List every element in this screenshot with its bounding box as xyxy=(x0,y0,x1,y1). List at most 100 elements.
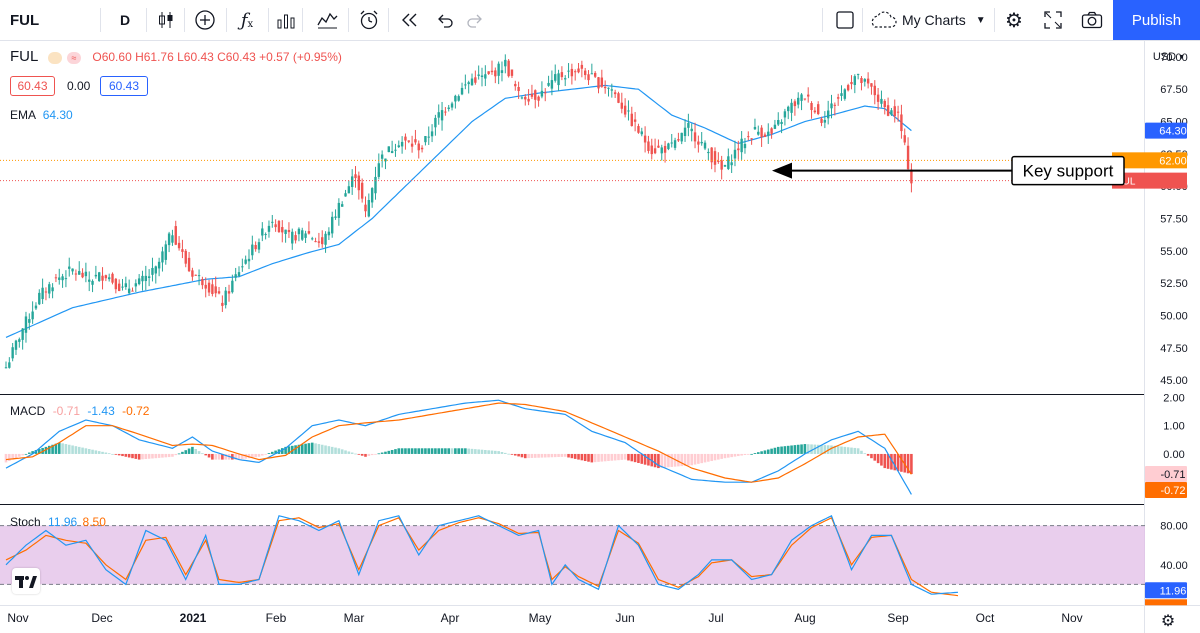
ema-legend-label[interactable]: EMA xyxy=(10,108,36,122)
candle-body xyxy=(154,266,157,274)
bid-price-box[interactable]: 60.43 xyxy=(10,76,55,96)
macd-histogram-bar xyxy=(880,453,883,466)
macd-histogram-bar xyxy=(417,448,421,454)
macd-histogram-bar xyxy=(647,453,650,466)
candle xyxy=(4,361,8,369)
candle xyxy=(187,251,191,273)
macd-histogram-bar xyxy=(194,449,198,454)
replay-rewind-icon[interactable] xyxy=(394,0,424,40)
redo-icon[interactable] xyxy=(460,0,490,40)
currency-selector[interactable]: USD ▼ xyxy=(1151,48,1187,66)
macd-histogram-bar xyxy=(800,444,803,454)
templates-chart-icon[interactable] xyxy=(310,0,344,40)
macd-histogram-bar xyxy=(367,453,371,456)
toolbar-divider xyxy=(388,8,389,32)
settings-gear-icon[interactable]: ⚙ xyxy=(1005,9,1023,32)
stoch-k-tag: 11.96 xyxy=(1145,582,1187,599)
candle-body xyxy=(657,145,660,148)
macd-histogram-bar xyxy=(320,444,324,454)
stoch-legend-label[interactable]: Stoch xyxy=(10,515,41,529)
macd-histogram-bar xyxy=(87,449,91,454)
macd-histogram-bar xyxy=(84,448,88,454)
macd-histogram-bar xyxy=(231,453,234,460)
fullscreen-icon[interactable] xyxy=(1036,0,1070,40)
macd-histogram-bar xyxy=(653,453,657,468)
snapshot-camera-icon[interactable] xyxy=(1074,0,1110,40)
candle-body xyxy=(737,148,740,151)
macd-histogram-bar xyxy=(603,453,607,462)
macd-histogram-bar xyxy=(623,453,627,460)
macd-histogram-bar xyxy=(377,453,381,455)
macd-histogram-bar xyxy=(444,448,447,454)
macd-legend-label[interactable]: MACD xyxy=(10,404,46,418)
candle-body xyxy=(404,136,407,141)
candle-body xyxy=(470,78,474,86)
candle xyxy=(151,257,154,282)
candle-body xyxy=(593,72,597,77)
candle xyxy=(74,269,78,281)
candle xyxy=(673,137,677,151)
tradingview-logo[interactable] xyxy=(12,568,40,594)
candle-body xyxy=(261,228,264,236)
undo-icon[interactable] xyxy=(430,0,460,40)
macd-hist-tag-bg xyxy=(1145,466,1187,483)
layout-square-icon[interactable] xyxy=(830,0,860,40)
compare-add-icon[interactable] xyxy=(188,0,222,40)
macd-histogram-bar xyxy=(707,453,710,462)
candle-body xyxy=(144,275,148,282)
macd-histogram-bar xyxy=(523,453,527,459)
settings-gear-icon[interactable]: ⚙ xyxy=(1160,613,1176,630)
candle xyxy=(617,91,620,104)
candle xyxy=(334,209,337,220)
candle-body xyxy=(227,291,231,294)
candle-body xyxy=(321,237,324,245)
candle xyxy=(623,98,627,118)
interval-selector[interactable]: D xyxy=(119,12,131,28)
candle xyxy=(237,266,241,278)
macd-histogram-bar xyxy=(124,453,128,457)
candles-chart-type-icon[interactable] xyxy=(150,0,182,40)
alert-clock-icon[interactable] xyxy=(352,0,386,40)
macd-histogram-bar xyxy=(127,453,131,458)
candle-body xyxy=(833,104,837,106)
legend-symbol[interactable]: FUL xyxy=(10,48,39,65)
macd-histogram-bar xyxy=(517,453,520,457)
macd-histogram-bar xyxy=(4,453,8,463)
candle xyxy=(643,126,647,153)
candle xyxy=(790,98,793,122)
my-charts-menu[interactable]: My Charts ▼ xyxy=(868,0,992,40)
candle xyxy=(690,123,693,142)
macd-histogram-bar xyxy=(81,447,84,454)
price-chart[interactable]: 45.0047.5050.0052.5055.0057.5060.0062.50… xyxy=(0,40,1200,633)
candle-body xyxy=(347,186,351,194)
candle xyxy=(167,231,171,253)
candle-body xyxy=(590,73,594,75)
time-tick-label: Nov xyxy=(1061,611,1082,625)
macd-histogram-bar xyxy=(697,453,700,464)
macd-histogram-bar xyxy=(557,453,560,458)
macd-histogram-bar xyxy=(833,445,837,454)
macd-histogram-bar xyxy=(457,448,460,454)
support-price-tag: 62.00 xyxy=(1112,152,1187,169)
macd-histogram-bar xyxy=(64,444,68,454)
stoch-k-line xyxy=(5,514,959,595)
symbol-search[interactable]: FUL xyxy=(10,11,40,29)
candle xyxy=(31,301,34,324)
candle xyxy=(127,279,131,295)
financials-bar-icon[interactable] xyxy=(272,0,300,40)
candle xyxy=(577,63,580,74)
candle xyxy=(174,220,177,246)
macd-histogram-bar xyxy=(910,453,913,475)
publish-button[interactable]: Publish xyxy=(1113,0,1200,40)
ask-price-box[interactable]: 60.43 xyxy=(100,76,148,96)
ema-legend-value: 64.30 xyxy=(42,108,73,122)
candle xyxy=(807,87,810,103)
ohlc-values: O60.60 H61.76 L60.43 C60.43 +0.57 (+0.95… xyxy=(92,50,342,64)
candle-body xyxy=(663,145,667,153)
price-axis: 45.0047.5050.0052.5055.0057.5060.0062.50… xyxy=(1112,52,1188,606)
ema-series-line xyxy=(5,84,912,338)
main-legend: FUL ≈ O60.60 H61.76 L60.43 C60.43 +0.57 … xyxy=(10,48,342,65)
macd-histogram-bar xyxy=(314,443,317,454)
